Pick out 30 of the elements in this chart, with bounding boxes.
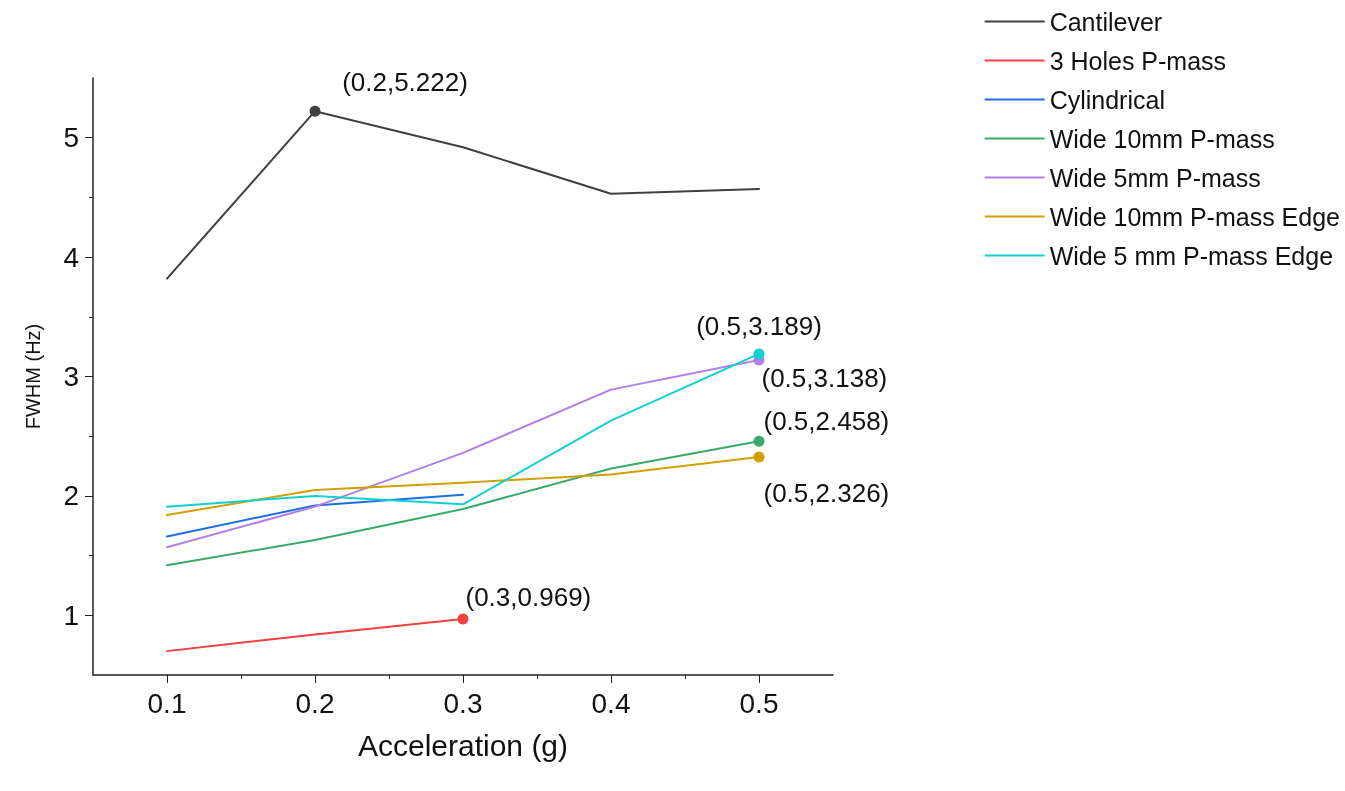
legend-label: Cylindrical — [1049, 85, 1165, 114]
x-tick-label: 0.1 — [147, 687, 187, 719]
y-tick-label: 1 — [63, 599, 79, 631]
point — [753, 435, 765, 447]
x-axis-title: Acceleration (g) — [357, 728, 569, 762]
y-tick-label: 2 — [63, 480, 79, 512]
legend-label: Cantilever — [1049, 7, 1163, 36]
y-tick-label: 3 — [63, 361, 79, 392]
data-label: (0.5,3.189) — [696, 311, 822, 342]
legend-label: Wide 10mm P-mass — [1049, 124, 1275, 153]
data-label: (0.2,5.222) — [342, 66, 468, 97]
data-label: (0.5,2.458) — [763, 406, 890, 437]
point — [457, 613, 469, 625]
y-tick-label: 5 — [63, 122, 79, 154]
point — [309, 105, 321, 117]
x-tick-label: 0.3 — [443, 687, 483, 719]
data-label: (0.3,0.969) — [465, 582, 592, 612]
legend-label: Wide 10mm P-mass Edge — [1049, 202, 1341, 231]
legend-label: Wide 5 mm P-mass Edge — [1049, 241, 1334, 270]
x-tick-label: 0.4 — [591, 687, 631, 719]
legend-label: Wide 5mm P-mass — [1049, 163, 1261, 192]
point — [753, 451, 765, 463]
y-tick-label: 4 — [63, 241, 79, 273]
x-tick-label: 0.5 — [739, 687, 779, 719]
point — [753, 348, 765, 360]
x-tick-label: 0.2 — [295, 687, 335, 719]
y-axis-title: FWHM (Hz) — [22, 323, 44, 430]
data-label: (0.5,3.138) — [761, 363, 888, 394]
data-label: (0.5,2.326) — [763, 477, 890, 508]
legend-label: 3 Holes P-mass — [1049, 46, 1227, 75]
